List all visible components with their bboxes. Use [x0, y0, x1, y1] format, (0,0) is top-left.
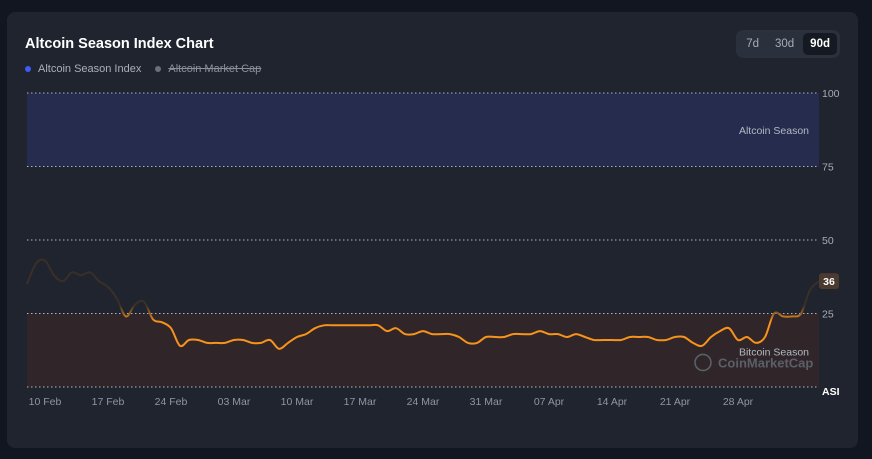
altcoin-season-label: Altcoin Season — [739, 125, 809, 137]
bitcoin-season-zone — [27, 313, 819, 387]
tab-7d[interactable]: 7d — [746, 38, 759, 50]
legend-label: Altcoin Season Index — [38, 63, 142, 75]
legend-label: Altcoin Market Cap — [168, 63, 262, 75]
legend-item-altcoin-market-cap[interactable]: Altcoin Market Cap — [155, 63, 261, 75]
series-altcoin-season-index — [26, 258, 820, 350]
y-tick-label: 25 — [822, 309, 834, 321]
timeframe-tabs: 7d 30d 90d — [736, 30, 840, 58]
x-tick-label: 28 Apr — [723, 396, 754, 408]
chart-title: Altcoin Season Index Chart — [25, 36, 214, 52]
chart-plot: 100 75 50 25 10 Feb 17 Feb 24 Feb 03 Mar 10 Mar… — [26, 88, 840, 408]
watermark-text: CoinMarketCap — [718, 355, 813, 370]
chart-card: Altcoin Season Index Chart Altcoin Seaso… — [7, 12, 858, 448]
legend-dot-icon — [155, 66, 162, 72]
coinmarketcap-logo-icon — [694, 353, 712, 372]
current-value-badge: 36 — [819, 273, 839, 290]
current-value-badge-bg — [819, 273, 839, 290]
x-tick-label: 10 Feb — [29, 396, 62, 408]
y-tick-label: 100 — [822, 88, 840, 100]
x-tick-label: 17 Feb — [92, 396, 125, 408]
x-tick-label: 31 Mar — [470, 396, 503, 408]
x-axis-ticks: 10 Feb 17 Feb 24 Feb 03 Mar 10 Mar 17 Mar 24 M… — [29, 396, 754, 408]
altcoin-season-zone — [27, 93, 819, 167]
x-tick-label: 24 Feb — [155, 396, 188, 408]
tab-90d[interactable]: 90d — [803, 33, 837, 55]
x-tick-label: 14 Apr — [597, 396, 628, 408]
tab-30d[interactable]: 30d — [774, 38, 795, 50]
current-value-text: 36 — [823, 276, 835, 288]
x-tick-label: 21 Apr — [660, 396, 691, 408]
grid-lines — [27, 92, 819, 388]
x-tick-label: 07 Apr — [534, 396, 565, 408]
y-tick-label: 50 — [822, 235, 834, 247]
coinmarketcap-watermark: CoinMarketCap — [694, 353, 813, 372]
x-tick-label: 24 Mar — [407, 396, 440, 408]
legend-item-altcoin-season-index[interactable]: Altcoin Season Index — [25, 63, 141, 75]
x-tick-label: 17 Mar — [344, 396, 377, 408]
y-axis-label: ASI — [822, 386, 840, 398]
series-line-altcoin-season-index — [26, 258, 820, 350]
x-tick-label: 10 Mar — [281, 396, 314, 408]
y-tick-label: 75 — [822, 162, 834, 174]
chart-legend: Altcoin Season Index Altcoin Market Cap — [25, 63, 261, 75]
legend-dot-icon — [25, 66, 31, 72]
y-axis-ticks: 100 75 50 25 — [822, 88, 840, 321]
bitcoin-season-label: Bitcoin Season — [739, 347, 809, 359]
x-tick-label: 03 Mar — [218, 396, 251, 408]
